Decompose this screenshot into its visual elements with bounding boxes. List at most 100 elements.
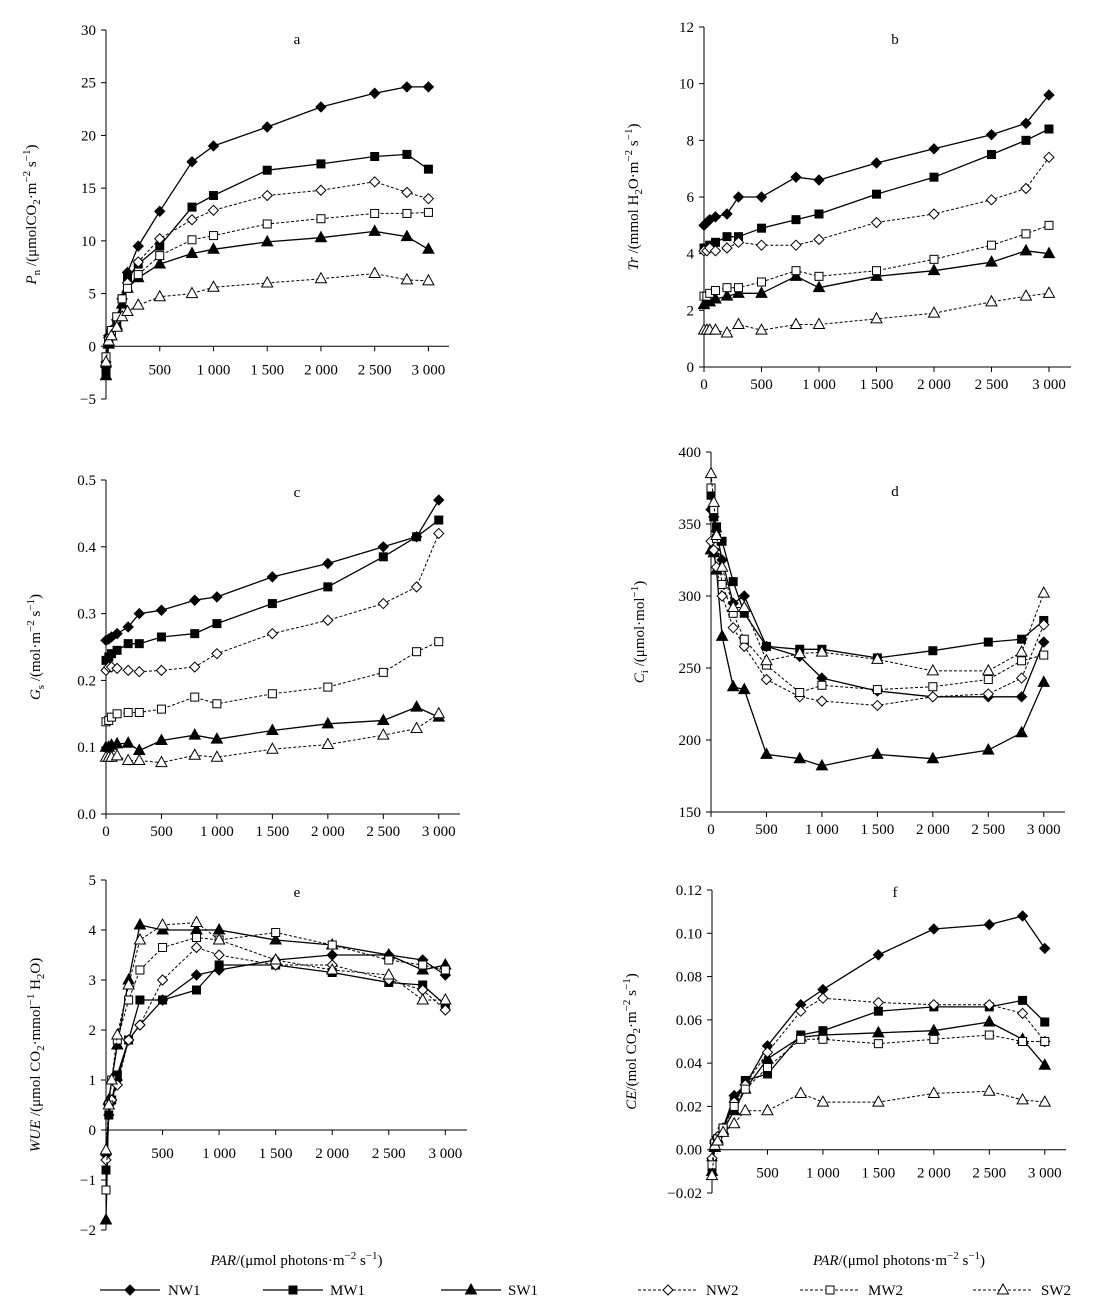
data-point-sw2 [927, 1086, 941, 1098]
series-line-mw2 [105, 211, 429, 357]
data-point-nw2 [190, 941, 203, 954]
data-point-mw2 [262, 219, 272, 229]
chart-panel-f: −0.02 0.00 0.02 0.04 0.06 0.08 0.10 0.12 500 1 00… [621, 883, 1066, 1269]
data-point-mw1 [423, 164, 433, 174]
data-point-nw2 [261, 189, 273, 202]
data-point-sw1 [793, 751, 807, 764]
x-tick-label: 2 500 [972, 1166, 1006, 1182]
data-point-nw1 [122, 621, 134, 633]
y-axis-label: Gs /(mol·m−2 s−1) [25, 594, 47, 700]
data-point-nw2 [983, 999, 996, 1011]
data-point-mw2 [733, 283, 743, 293]
data-point-nw2 [422, 192, 435, 205]
series-nw2 [698, 151, 1055, 257]
data-point-nw1 [433, 494, 445, 506]
data-point-nw1 [928, 923, 940, 935]
data-point-sw1 [110, 736, 124, 749]
chart-panel-d: 150 200 250 300 350 400 0 500 1 000 1 500 2 000 2 5… [629, 445, 1065, 838]
series-mw1 [706, 490, 1049, 663]
series-sw2 [99, 706, 446, 768]
data-point-sw1 [720, 289, 734, 301]
data-point-nw2 [871, 699, 884, 712]
y-tick-label: 350 [679, 517, 702, 533]
series-line-mw2 [710, 487, 1044, 693]
data-point-sw2 [207, 280, 220, 292]
data-point-nw2 [266, 627, 279, 640]
data-point-mw1 [112, 645, 122, 655]
series-line-sw2 [105, 922, 446, 1151]
data-point-mw1 [156, 632, 166, 642]
y-tick-label: −2 [80, 1223, 96, 1239]
data-point-mw2 [817, 680, 827, 690]
data-point-sw2 [110, 1027, 124, 1040]
data-point-sw2 [709, 323, 722, 335]
chart-panel-b: 0 2 4 6 8 10 12 0 500 1 000 1 500 2 000 2 500 3 000 b T… [623, 20, 1071, 393]
data-point-nw2 [1015, 672, 1028, 684]
data-point-nw1 [377, 541, 390, 553]
data-point-mw2 [818, 1034, 828, 1044]
data-point-mw2 [117, 294, 127, 304]
data-point-mw2 [384, 955, 394, 965]
data-point-sw2 [927, 306, 941, 318]
data-point-nw1 [1016, 910, 1029, 922]
series-line-nw1 [710, 509, 1045, 698]
y-tick-label: 0.00 [676, 1143, 702, 1159]
series-line-sw2 [710, 473, 1045, 672]
data-point-mw1 [191, 985, 201, 995]
data-point-sw2 [325, 962, 339, 975]
data-point-mw2 [112, 709, 122, 719]
series-line-mw2 [105, 641, 440, 723]
data-point-sw1 [871, 747, 884, 759]
y-tick-label: 6 [687, 190, 695, 206]
series-line-mw1 [105, 153, 429, 373]
data-point-mw1 [983, 637, 993, 647]
data-point-nw1 [133, 607, 145, 620]
x-tick-label: 2 000 [304, 362, 338, 378]
data-point-mw2 [133, 270, 143, 280]
series-mw1 [699, 124, 1054, 253]
data-point-mw1 [986, 150, 996, 159]
data-point-sw2 [720, 325, 734, 338]
series-nw2 [100, 527, 445, 678]
series-line-nw1 [105, 954, 446, 1156]
data-point-mw2 [706, 483, 716, 493]
data-point-mw2 [316, 214, 326, 224]
legend-item-nw2: NW2 [638, 1283, 739, 1299]
data-point-mw2 [707, 1160, 717, 1170]
data-point-sw2 [761, 1103, 774, 1116]
data-point-sw2 [1015, 645, 1028, 657]
data-point-nw1 [738, 590, 750, 602]
data-point-nw2 [122, 664, 134, 677]
series-line-sw2 [106, 713, 440, 764]
x-tick-label: 500 [151, 1146, 174, 1162]
data-point-mw2 [378, 667, 388, 677]
data-point-nw1 [401, 81, 413, 93]
data-point-nw2 [401, 186, 413, 199]
data-point-sw2 [314, 271, 328, 284]
data-point-nw2 [872, 996, 885, 1009]
data-point-sw1 [872, 1025, 885, 1038]
data-point-sw2 [105, 328, 118, 341]
x-tick-label: 3 000 [412, 362, 446, 378]
data-point-mw1 [1021, 135, 1031, 145]
data-point-sw2 [132, 753, 146, 766]
panel-title: c [294, 485, 301, 501]
legend-label: SW1 [508, 1283, 538, 1299]
series-line-mw1 [105, 519, 440, 661]
series-line-nw2 [105, 533, 440, 673]
series-mw2 [706, 483, 1049, 697]
x-tick-label: 0 [707, 822, 715, 838]
data-point-sw1 [212, 922, 226, 935]
data-point-mw1 [929, 172, 939, 182]
y-tick-label: 2 [687, 303, 695, 319]
data-point-nw1 [721, 208, 733, 220]
y-tick-label: 10 [679, 77, 694, 93]
legend-marker-square [825, 1285, 835, 1295]
data-point-mw2 [871, 266, 881, 276]
y-tick-label: 0.0 [77, 807, 96, 823]
data-point-sw2 [212, 932, 226, 945]
data-point-nw1 [983, 918, 996, 931]
data-point-sw1 [1015, 725, 1028, 738]
data-point-nw2 [156, 974, 169, 986]
